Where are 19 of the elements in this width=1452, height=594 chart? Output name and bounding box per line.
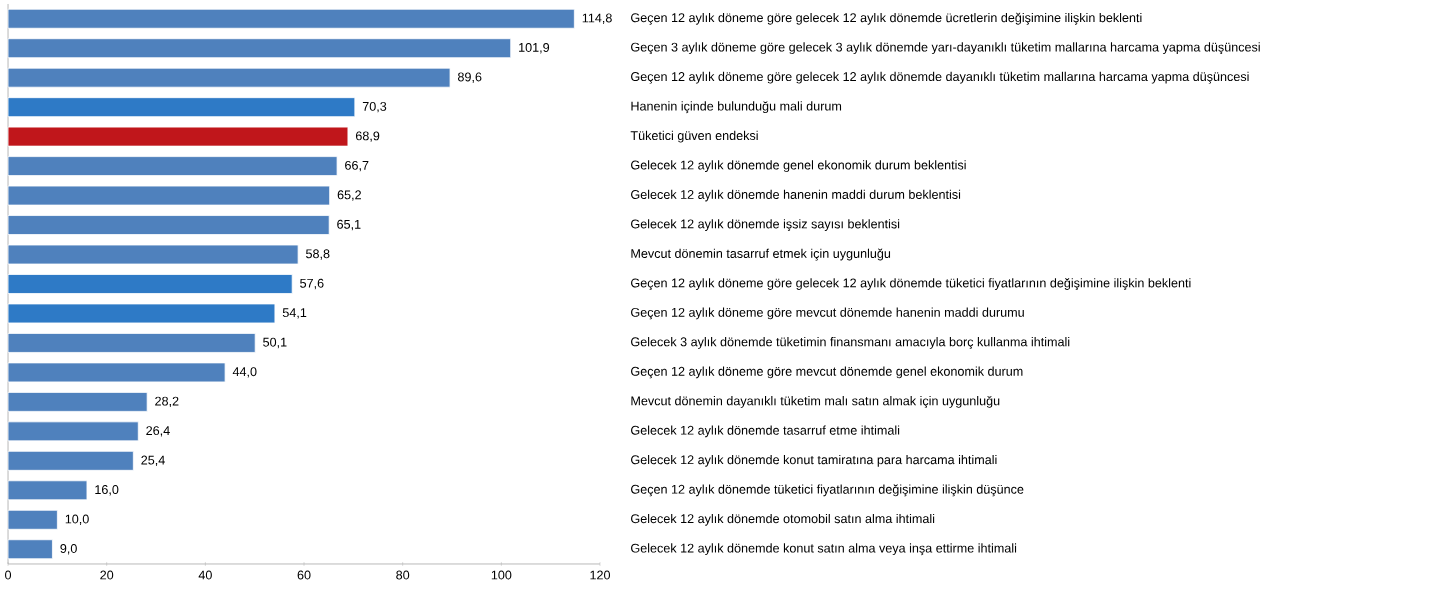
bar <box>7 97 356 118</box>
bar <box>7 215 330 235</box>
bar <box>7 274 293 294</box>
bar <box>7 421 139 442</box>
bar <box>7 391 148 412</box>
bar <box>7 303 276 324</box>
bar <box>7 450 134 471</box>
bar <box>7 67 451 88</box>
bar <box>7 333 256 353</box>
bar <box>7 8 575 29</box>
bar <box>7 509 58 530</box>
bar <box>7 539 53 560</box>
bar <box>7 126 349 147</box>
bar <box>7 244 299 265</box>
bar <box>7 38 512 59</box>
bar <box>7 480 88 501</box>
bar <box>7 156 338 176</box>
bar <box>7 362 226 383</box>
bar <box>7 185 331 206</box>
